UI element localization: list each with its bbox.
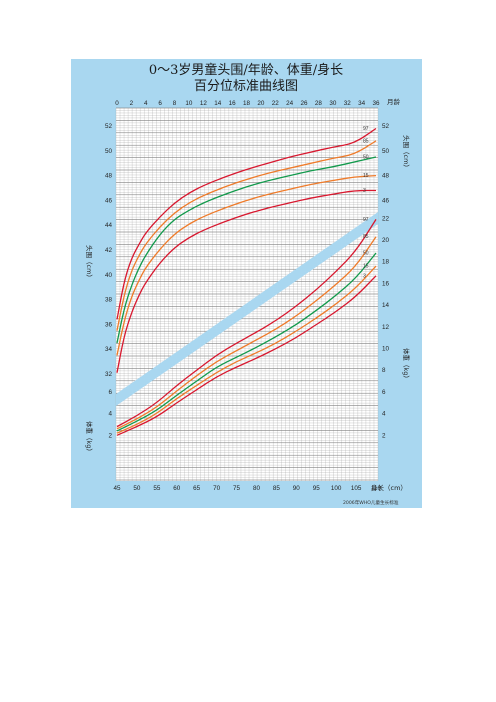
percentile-curves bbox=[116, 127, 377, 436]
head-y-axis-label-left: 头围（cm） bbox=[85, 245, 94, 281]
head-curve-p97 bbox=[116, 127, 377, 320]
head-y-tick-left: 44 bbox=[105, 222, 113, 229]
weight-label-p3: 3 bbox=[363, 273, 366, 279]
head-curve-p15 bbox=[116, 174, 377, 356]
weight-x-tick: 95 bbox=[313, 485, 321, 492]
weight-x-tick: 55 bbox=[153, 485, 161, 492]
growth-chart-panel: 0～3岁男童头围/年龄、体重/身长 百分位标准曲线图 97 85 50 15 3 97 85… bbox=[71, 59, 422, 508]
axis-ticks: 0 2 4 6 8 10 12 14 16 18 20 22 24 26 28 30 32 34 363234363… bbox=[105, 100, 390, 492]
weight-y-tick-right: 12 bbox=[382, 324, 390, 331]
head-label-p3: 3 bbox=[363, 188, 366, 194]
separator-band bbox=[116, 212, 378, 406]
weight-y-tick-right: 6 bbox=[382, 389, 386, 396]
head-y-tick-right: 48 bbox=[382, 173, 390, 180]
weight-y-tick-left: 2 bbox=[108, 432, 112, 439]
head-y-tick-left: 48 bbox=[105, 173, 113, 180]
weight-curve-p15 bbox=[116, 265, 377, 434]
weight-y-tick-right: 16 bbox=[382, 280, 390, 287]
head-label-p85: 85 bbox=[363, 138, 369, 144]
weight-y-tick-right: 20 bbox=[382, 237, 390, 244]
head-x-tick: 28 bbox=[315, 100, 323, 107]
weight-y-tick-right: 2 bbox=[382, 432, 386, 439]
weight-curve-p97 bbox=[116, 219, 377, 428]
head-y-tick-left: 52 bbox=[105, 123, 113, 130]
weight-x-tick: 50 bbox=[133, 485, 141, 492]
weight-x-axis-label: 身长（cm） bbox=[371, 483, 407, 492]
head-curve-p3 bbox=[116, 189, 376, 373]
weight-x-tick: 70 bbox=[213, 485, 221, 492]
weight-curve-p3 bbox=[116, 275, 377, 436]
weight-x-tick: 60 bbox=[173, 485, 181, 492]
weight-x-tick: 65 bbox=[193, 485, 201, 492]
head-x-tick: 16 bbox=[229, 100, 237, 107]
weight-y-tick-right: 4 bbox=[382, 411, 386, 418]
weight-y-tick-right: 14 bbox=[382, 302, 390, 309]
weight-y-tick-right: 22 bbox=[382, 215, 390, 222]
head-y-tick-left: 38 bbox=[105, 297, 113, 304]
weight-curve-p50 bbox=[116, 252, 377, 432]
head-x-tick: 32 bbox=[344, 100, 352, 107]
weight-label-p97: 97 bbox=[363, 217, 369, 223]
head-x-tick: 18 bbox=[243, 100, 251, 107]
head-x-tick: 34 bbox=[358, 100, 366, 107]
head-x-tick: 10 bbox=[185, 100, 193, 107]
head-x-tick: 20 bbox=[257, 100, 265, 107]
head-x-tick: 24 bbox=[286, 100, 294, 107]
head-x-tick: 6 bbox=[158, 100, 162, 107]
head-x-axis-label: 月龄 bbox=[387, 97, 401, 106]
weight-label-p15: 15 bbox=[363, 264, 369, 270]
head-y-tick-right: 52 bbox=[382, 123, 390, 130]
weight-x-tick: 80 bbox=[253, 485, 261, 492]
head-x-tick: 26 bbox=[301, 100, 309, 107]
weight-y-tick-left: 6 bbox=[108, 389, 112, 396]
head-x-tick: 12 bbox=[200, 100, 208, 107]
head-x-tick: 2 bbox=[130, 100, 134, 107]
head-y-tick-left: 40 bbox=[105, 272, 113, 279]
head-x-tick: 0 bbox=[115, 100, 119, 107]
head-y-tick-left: 34 bbox=[105, 346, 113, 353]
growth-chart-svg: 0～3岁男童头围/年龄、体重/身长 百分位标准曲线图 9785501539785… bbox=[85, 62, 411, 506]
weight-curve-p85 bbox=[116, 236, 377, 430]
weight-x-tick: 85 bbox=[273, 485, 281, 492]
weight-x-tick: 90 bbox=[293, 485, 301, 492]
weight-x-tick: 75 bbox=[233, 485, 241, 492]
chart-title-line-1: 0～3岁男童头围/年龄、体重/身长 bbox=[149, 62, 343, 78]
head-curve-p85 bbox=[116, 140, 377, 331]
weight-label-p50: 50 bbox=[363, 251, 369, 257]
chart-title-line-2: 百分位标准曲线图 bbox=[194, 79, 298, 94]
head-x-tick: 4 bbox=[144, 100, 148, 107]
head-y-tick-left: 42 bbox=[105, 247, 113, 254]
head-x-tick: 30 bbox=[329, 100, 337, 107]
head-x-tick: 14 bbox=[214, 100, 222, 107]
weight-x-tick: 100 bbox=[331, 485, 342, 492]
head-curve-p50 bbox=[116, 156, 377, 344]
head-label-p15: 15 bbox=[363, 173, 369, 179]
head-y-tick-right: 46 bbox=[382, 197, 390, 204]
plot-area bbox=[116, 108, 378, 481]
head-x-tick: 36 bbox=[372, 100, 380, 107]
percentile-labels: 97 85 50 15 3 97 85 50 15 3 bbox=[363, 126, 369, 279]
head-x-tick: 22 bbox=[272, 100, 280, 107]
weight-y-tick-right: 18 bbox=[382, 259, 390, 266]
head-y-tick-left: 50 bbox=[105, 148, 113, 155]
weight-y-tick-left: 4 bbox=[108, 411, 112, 418]
weight-y-axis-label-left: 体重（kg） bbox=[85, 421, 94, 455]
weight-label-p85: 85 bbox=[363, 234, 369, 240]
head-y-tick-left: 36 bbox=[105, 321, 113, 328]
weight-x-tick: 45 bbox=[113, 485, 121, 492]
source-note: 2006年WHO儿童生长标准 bbox=[343, 499, 399, 506]
head-y-tick-right: 50 bbox=[382, 148, 390, 155]
head-x-tick: 8 bbox=[173, 100, 177, 107]
weight-x-tick: 110 bbox=[371, 485, 382, 492]
weight-y-axis-label-right: 体重（kg） bbox=[402, 348, 411, 382]
head-y-axis-label-right: 头围（cm） bbox=[402, 135, 411, 171]
head-y-tick-left: 32 bbox=[105, 371, 113, 378]
weight-y-tick-right: 8 bbox=[382, 367, 386, 374]
head-label-p50: 50 bbox=[363, 155, 369, 161]
weight-y-tick-right: 10 bbox=[382, 346, 390, 353]
head-label-p97: 97 bbox=[363, 126, 369, 132]
weight-x-tick: 105 bbox=[351, 485, 362, 492]
head-y-tick-left: 46 bbox=[105, 197, 113, 204]
